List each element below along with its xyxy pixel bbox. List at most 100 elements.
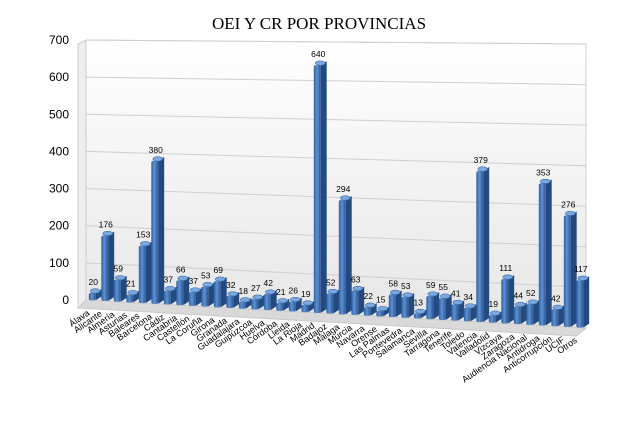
bar — [413, 308, 427, 319]
bar — [188, 287, 202, 306]
bars — [88, 60, 590, 328]
data-label: 42 — [264, 278, 274, 288]
bar — [426, 291, 440, 320]
gridline — [85, 76, 587, 86]
data-label: 69 — [214, 265, 224, 275]
data-label: 42 — [551, 293, 561, 303]
bar — [238, 297, 252, 309]
bar — [476, 166, 490, 323]
bar — [551, 304, 565, 327]
data-label: 53 — [401, 281, 411, 291]
data-label: 34 — [464, 292, 474, 302]
data-label: 41 — [451, 288, 461, 298]
gridline — [85, 150, 587, 167]
data-label: 63 — [351, 274, 361, 284]
data-label: 44 — [514, 291, 524, 301]
data-label: 276 — [561, 199, 575, 209]
data-label: 58 — [389, 278, 399, 288]
data-label: 55 — [439, 282, 449, 292]
y-tick-label: 300 — [49, 182, 69, 196]
bar — [401, 292, 415, 318]
data-label: 26 — [289, 286, 299, 296]
bar — [288, 297, 302, 312]
y-tick-label: 400 — [49, 144, 69, 158]
bar — [101, 230, 115, 302]
bar — [163, 286, 177, 305]
y-tick-label: 200 — [49, 219, 69, 233]
bar — [376, 306, 390, 317]
data-label: 52 — [326, 277, 336, 287]
y-tick-label: 500 — [49, 107, 69, 121]
y-tick-label: 100 — [49, 256, 69, 270]
data-label: 294 — [336, 184, 350, 194]
bar — [138, 241, 152, 304]
bar — [313, 60, 327, 313]
y-tick-label: 0 — [62, 293, 69, 307]
bar — [513, 302, 527, 325]
data-label: 22 — [364, 291, 374, 301]
data-label: 21 — [126, 279, 136, 289]
y-tick-label: 600 — [49, 70, 69, 84]
bar — [126, 290, 140, 303]
bar — [88, 288, 102, 301]
bar — [326, 288, 340, 314]
data-label: 21 — [276, 287, 286, 297]
data-label: 20 — [89, 277, 99, 287]
data-label: 153 — [136, 230, 150, 240]
data-label: 37 — [189, 276, 199, 286]
bar — [363, 302, 377, 316]
bar — [251, 294, 265, 310]
data-label: 37 — [164, 275, 174, 285]
data-label: 640 — [311, 49, 325, 59]
bar — [526, 299, 540, 325]
data-label: 18 — [239, 286, 249, 296]
bar — [226, 291, 240, 309]
gridline — [85, 225, 587, 248]
data-label: 59 — [114, 264, 124, 274]
data-label: 53 — [201, 271, 211, 281]
side-wall — [77, 39, 87, 310]
bar — [488, 310, 502, 323]
bar — [213, 276, 227, 308]
bar — [263, 289, 277, 311]
data-label: 13 — [414, 297, 424, 307]
data-label: 19 — [301, 289, 311, 299]
bar — [151, 156, 165, 304]
data-label: 59 — [426, 280, 436, 290]
bar — [351, 285, 365, 316]
bar — [301, 300, 315, 313]
data-label: 15 — [376, 295, 386, 305]
data-label: 353 — [536, 167, 550, 177]
bar — [438, 293, 452, 320]
chart-title: OEI Y CR POR PROVINCIAS — [211, 14, 427, 33]
bar — [463, 303, 477, 322]
bar — [176, 275, 190, 306]
bar — [276, 298, 290, 311]
bar — [388, 289, 402, 318]
bar — [201, 282, 215, 307]
data-label: 379 — [474, 155, 488, 165]
gridline — [85, 188, 587, 207]
data-label: 111 — [499, 263, 512, 273]
data-label: 66 — [176, 264, 186, 274]
bar — [501, 274, 515, 324]
bar — [538, 178, 552, 326]
data-label: 117 — [574, 264, 588, 274]
y-tick-label: 700 — [49, 33, 69, 47]
gridline — [85, 113, 587, 126]
y-axis-ticks: 0 100 200 300 400 500 600 700 — [49, 33, 69, 307]
data-label: 32 — [226, 280, 236, 290]
bar — [451, 299, 465, 321]
bar — [338, 195, 352, 315]
data-label: 380 — [149, 145, 163, 155]
data-label: 27 — [251, 283, 261, 293]
data-label: 52 — [526, 288, 536, 298]
bar — [113, 275, 127, 302]
bar — [576, 275, 590, 328]
gridline — [85, 39, 587, 45]
data-label: 19 — [489, 299, 499, 309]
data-label: 176 — [99, 219, 113, 229]
bar — [563, 210, 577, 327]
